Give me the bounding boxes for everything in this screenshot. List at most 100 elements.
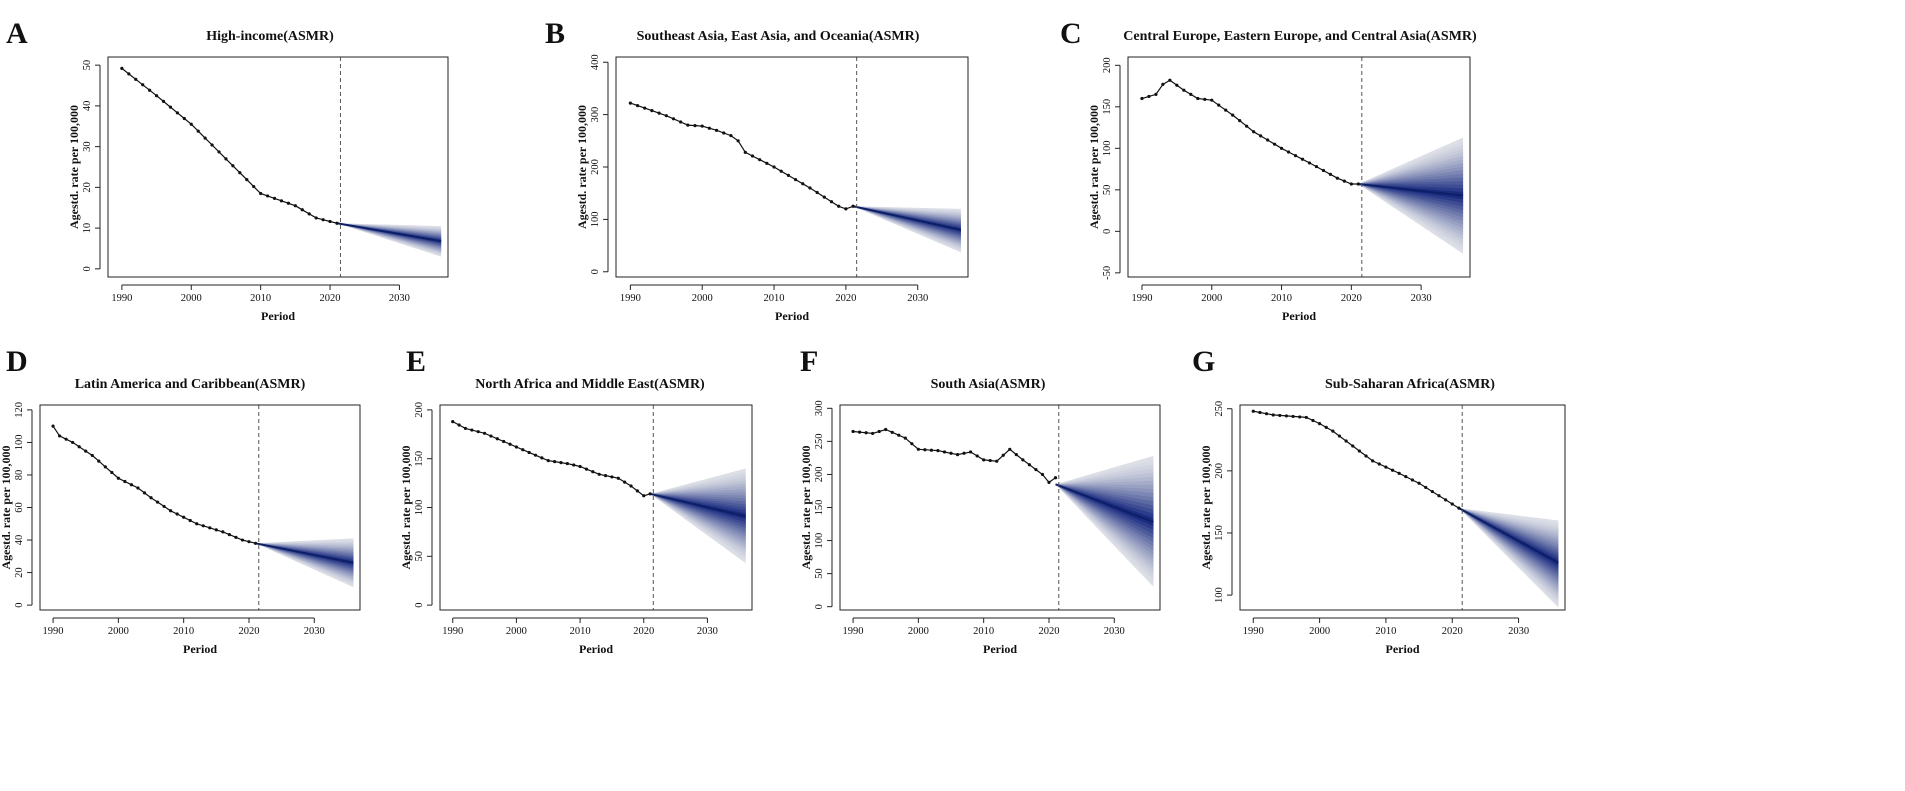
y-tick-label: 50 bbox=[1102, 185, 1113, 196]
observed-point bbox=[195, 522, 199, 526]
forecast-band bbox=[1055, 484, 1154, 531]
chart-title: North Africa and Middle East(ASMR) bbox=[475, 377, 705, 392]
observed-point bbox=[565, 461, 569, 466]
x-axis-label: Period bbox=[983, 642, 1017, 656]
observed-point bbox=[1311, 418, 1315, 423]
forecast-mean-line bbox=[1358, 183, 1464, 197]
forecast-mean-line bbox=[649, 492, 746, 518]
observed-point bbox=[1272, 142, 1277, 146]
forecast-mean-line bbox=[255, 542, 354, 564]
y-tick-label: 150 bbox=[1102, 99, 1113, 115]
chart-title: Latin America and Caribbean(ASMR) bbox=[75, 377, 306, 392]
observed-point bbox=[231, 164, 235, 168]
observed-point bbox=[969, 450, 973, 454]
observed-point bbox=[265, 194, 270, 198]
y-tick-label: 250 bbox=[1214, 401, 1225, 417]
y-axis-label: Agestd. rate per 100,000 bbox=[799, 445, 813, 569]
observed-point bbox=[1047, 480, 1051, 484]
y-tick-label: 80 bbox=[14, 470, 25, 481]
y-tick-label: 0 bbox=[814, 604, 825, 609]
observed-point bbox=[227, 533, 231, 537]
observed-point bbox=[540, 456, 544, 460]
observed-point bbox=[90, 453, 94, 458]
y-tick-label: 120 bbox=[14, 402, 25, 418]
forecast-band bbox=[650, 493, 746, 520]
x-tick-label: 1990 bbox=[442, 626, 463, 637]
observed-point bbox=[1424, 485, 1428, 490]
observed-point bbox=[837, 204, 841, 208]
panel-c: C Central Europe, Eastern Europe, and Cen… bbox=[1060, 17, 1477, 323]
observed-point bbox=[162, 504, 166, 509]
forecast-band bbox=[1458, 508, 1559, 569]
observed-point bbox=[253, 541, 258, 545]
panel-b: B Southeast Asia, East Asia, and Oceania(… bbox=[545, 17, 969, 323]
y-axis-label: Agestd. rate per 100,000 bbox=[67, 105, 81, 229]
x-tick-label: 1990 bbox=[620, 293, 641, 304]
observed-point bbox=[995, 459, 999, 463]
observed-point bbox=[1040, 472, 1045, 477]
observed-point bbox=[857, 430, 862, 434]
forecast-band bbox=[853, 206, 961, 239]
forecast-band bbox=[336, 223, 442, 248]
observed-point bbox=[1364, 454, 1368, 458]
observed-point bbox=[1245, 124, 1249, 128]
chart-title: South Asia(ASMR) bbox=[931, 377, 1046, 392]
observed-point bbox=[1404, 475, 1408, 479]
observed-point bbox=[77, 445, 81, 449]
observed-point bbox=[508, 442, 512, 446]
x-tick-label: 2010 bbox=[764, 293, 785, 304]
observed-point bbox=[553, 460, 557, 464]
forecast-band bbox=[1458, 508, 1559, 572]
x-tick-label: 2010 bbox=[173, 626, 194, 637]
observed-point bbox=[955, 452, 960, 457]
observed-point bbox=[815, 190, 819, 195]
observed-point bbox=[729, 133, 733, 138]
observed-point bbox=[1168, 78, 1172, 82]
observed-point bbox=[642, 494, 646, 498]
y-tick-label: 0 bbox=[1102, 229, 1113, 234]
observed-point bbox=[736, 139, 740, 143]
observed-point bbox=[1337, 434, 1342, 438]
observed-point bbox=[182, 515, 186, 519]
panel-d: D Latin America and Caribbean(ASMR) 1990 20… bbox=[0, 345, 361, 656]
observed-point bbox=[584, 467, 589, 471]
observed-point bbox=[750, 154, 755, 158]
x-tick-label: 2010 bbox=[1271, 293, 1292, 304]
panel-letter: C bbox=[1060, 17, 1082, 50]
x-tick-label: 2020 bbox=[1442, 626, 1463, 637]
observed-point bbox=[1307, 161, 1312, 165]
observed-point bbox=[664, 114, 668, 118]
observed-point bbox=[1175, 83, 1179, 87]
observed-point bbox=[1298, 415, 1302, 419]
observed-point bbox=[988, 458, 992, 463]
forecast-band bbox=[853, 206, 961, 242]
forecast-band bbox=[650, 493, 746, 526]
observed-point bbox=[1140, 96, 1144, 101]
y-tick-label: 100 bbox=[1214, 587, 1225, 603]
observed-point bbox=[923, 448, 927, 452]
x-tick-label: 2030 bbox=[907, 293, 928, 304]
observed-point bbox=[1356, 182, 1360, 186]
observed-point bbox=[182, 116, 186, 121]
observed-point bbox=[700, 124, 704, 128]
x-tick-label: 2000 bbox=[1309, 626, 1330, 637]
x-tick-label: 2000 bbox=[1201, 293, 1222, 304]
observed-point bbox=[679, 120, 683, 124]
x-tick-label: 2030 bbox=[1104, 626, 1125, 637]
observed-point bbox=[1265, 138, 1270, 142]
observed-point bbox=[1286, 150, 1291, 154]
observed-point bbox=[188, 518, 192, 523]
observed-point bbox=[1335, 176, 1339, 180]
observed-point bbox=[910, 442, 914, 446]
x-tick-label: 2030 bbox=[389, 293, 410, 304]
y-tick-label: 0 bbox=[414, 602, 425, 607]
observed-point bbox=[722, 131, 726, 135]
y-tick-label: 100 bbox=[814, 533, 825, 549]
observed-point bbox=[1430, 489, 1434, 494]
y-tick-label: 50 bbox=[414, 551, 425, 562]
panel-letter: A bbox=[6, 17, 28, 50]
forecast-band bbox=[853, 206, 961, 240]
observed-point bbox=[714, 128, 719, 132]
chart-title: Sub-Saharan Africa(ASMR) bbox=[1325, 377, 1495, 392]
observed-point bbox=[470, 428, 474, 432]
